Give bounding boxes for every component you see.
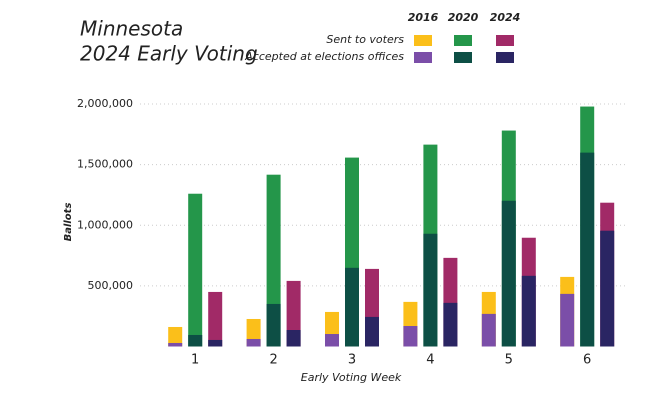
x-tick-label: 6: [583, 353, 591, 368]
bar: [325, 334, 339, 347]
bar: [188, 193, 203, 347]
legend-swatch: [496, 35, 514, 46]
bar: [286, 330, 301, 347]
bar: [168, 326, 183, 347]
bar: [481, 313, 496, 347]
legend-year: 2016: [408, 11, 439, 24]
x-axis-label: Early Voting Week: [301, 371, 402, 384]
legend-label: Sent to voters: [326, 33, 404, 46]
chart-subtitle: 2024 Early Voting: [80, 42, 258, 66]
y-tick-label: 2,000,000: [77, 97, 133, 110]
legend-swatch: [496, 52, 514, 63]
bar: [580, 152, 595, 347]
x-tick-label: 1: [191, 353, 199, 368]
bar: [423, 233, 438, 347]
y-tick-label: 500,000: [88, 279, 134, 292]
bar: [365, 316, 379, 347]
bar: [266, 303, 281, 347]
legend-swatch: [414, 52, 432, 63]
bar: [560, 293, 575, 347]
bar: [246, 338, 261, 347]
x-tick-label: 5: [505, 353, 513, 368]
bar: [188, 334, 203, 347]
y-tick-label: 1,000,000: [77, 218, 133, 231]
legend-label: Accepted at elections offices: [244, 50, 404, 63]
bar: [521, 275, 536, 347]
legend-swatch: [454, 35, 472, 46]
legend-year: 2020: [448, 11, 479, 24]
legend-swatch: [414, 35, 432, 46]
x-tick-label: 3: [348, 353, 356, 368]
bar: [501, 200, 516, 347]
chart-title: Minnesota: [80, 17, 183, 41]
legend-swatch: [454, 52, 472, 63]
bar: [443, 302, 458, 347]
bar: [208, 291, 223, 347]
legend-year: 2024: [490, 11, 521, 24]
bar: [168, 342, 183, 347]
bar: [208, 339, 223, 347]
bar: [403, 326, 418, 347]
y-axis-label: Ballots: [63, 203, 74, 242]
bar: [345, 267, 359, 347]
x-tick-label: 4: [426, 353, 434, 368]
x-tick-label: 2: [269, 353, 277, 368]
y-tick-label: 1,500,000: [77, 158, 133, 171]
bar: [600, 230, 615, 347]
bar: [266, 174, 281, 347]
